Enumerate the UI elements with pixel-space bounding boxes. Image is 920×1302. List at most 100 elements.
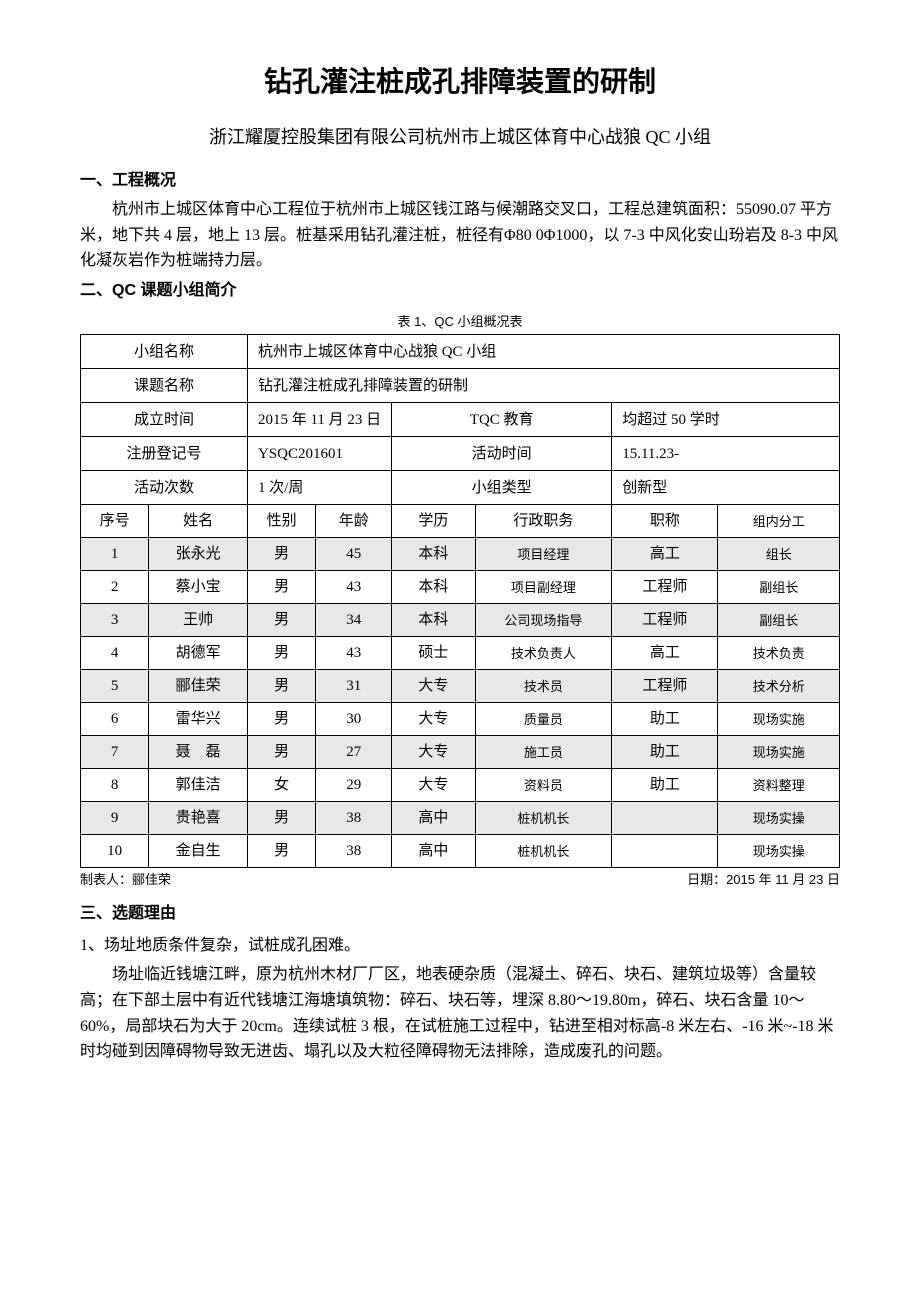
- table-row: 5郦佳荣男31大专技术员工程师技术分析: [81, 670, 840, 703]
- member-cell-title: 助工: [612, 703, 718, 736]
- member-cell-title: 工程师: [612, 604, 718, 637]
- table-row: 8郭佳洁女29大专资料员助工资料整理: [81, 769, 840, 802]
- member-cell-gender: 男: [247, 637, 315, 670]
- label-group-type: 小组类型: [392, 471, 612, 505]
- member-cell-role: 副组长: [718, 604, 840, 637]
- section-3-heading: 三、选题理由: [80, 901, 840, 927]
- label-activity-freq: 活动次数: [81, 471, 248, 505]
- table-row: 10金自生男38高中桩机机长现场实操: [81, 835, 840, 868]
- label-founded: 成立时间: [81, 403, 248, 437]
- value-activity-freq: 1 次/周: [247, 471, 391, 505]
- label-group-name: 小组名称: [81, 335, 248, 369]
- header-position: 行政职务: [475, 505, 612, 538]
- member-cell-edu: 本科: [392, 604, 475, 637]
- member-cell-role: 副组长: [718, 571, 840, 604]
- member-cell-no: 1: [81, 538, 149, 571]
- section-1-paragraph: 杭州市上城区体育中心工程位于杭州市上城区钱江路与候潮路交叉口，工程总建筑面积：5…: [80, 197, 840, 274]
- member-cell-role: 组长: [718, 538, 840, 571]
- table-row: 1张永光男45本科项目经理高工组长: [81, 538, 840, 571]
- member-cell-role: 现场实施: [718, 703, 840, 736]
- member-cell-edu: 硕士: [392, 637, 475, 670]
- member-cell-edu: 大专: [392, 769, 475, 802]
- member-cell-no: 8: [81, 769, 149, 802]
- table-row: 4胡德军男43硕士技术负责人高工技术负责: [81, 637, 840, 670]
- member-cell-gender: 男: [247, 571, 315, 604]
- member-cell-name: 雷华兴: [149, 703, 248, 736]
- member-cell-title: 高工: [612, 538, 718, 571]
- member-cell-name: 贵艳喜: [149, 802, 248, 835]
- member-cell-edu: 大专: [392, 670, 475, 703]
- member-cell-name: 王帅: [149, 604, 248, 637]
- member-cell-name: 郦佳荣: [149, 670, 248, 703]
- header-edu: 学历: [392, 505, 475, 538]
- member-cell-age: 43: [316, 571, 392, 604]
- member-cell-age: 29: [316, 769, 392, 802]
- member-cell-edu: 大专: [392, 703, 475, 736]
- member-cell-gender: 男: [247, 670, 315, 703]
- member-cell-no: 4: [81, 637, 149, 670]
- member-cell-title: 工程师: [612, 571, 718, 604]
- member-cell-age: 34: [316, 604, 392, 637]
- member-cell-gender: 男: [247, 538, 315, 571]
- header-name: 姓名: [149, 505, 248, 538]
- member-cell-title: [612, 802, 718, 835]
- table-row: 6雷华兴男30大专质量员助工现场实施: [81, 703, 840, 736]
- member-cell-role: 技术分析: [718, 670, 840, 703]
- member-cell-role: 现场实操: [718, 835, 840, 868]
- member-cell-edu: 本科: [392, 571, 475, 604]
- member-cell-position: 质量员: [475, 703, 612, 736]
- value-topic-name: 钻孔灌注桩成孔排障装置的研制: [247, 369, 839, 403]
- member-cell-age: 38: [316, 802, 392, 835]
- member-cell-position: 项目经理: [475, 538, 612, 571]
- table-row: 9贵艳喜男38高中桩机机长现场实操: [81, 802, 840, 835]
- member-cell-no: 6: [81, 703, 149, 736]
- section-2-heading: 二、QC 课题小组简介: [80, 278, 840, 304]
- table-footer: 制表人：郦佳荣 日期：2015 年 11 月 23 日: [80, 870, 840, 891]
- table-creator: 制表人：郦佳荣: [80, 870, 171, 891]
- label-reg-no: 注册登记号: [81, 437, 248, 471]
- member-cell-edu: 高中: [392, 802, 475, 835]
- table-row: 2蔡小宝男43本科项目副经理工程师副组长: [81, 571, 840, 604]
- member-cell-title: 高工: [612, 637, 718, 670]
- section-1-heading: 一、工程概况: [80, 168, 840, 194]
- document-title: 钻孔灌注桩成孔排障装置的研制: [80, 60, 840, 105]
- member-cell-position: 资料员: [475, 769, 612, 802]
- table-row: 3王帅男34本科公司现场指导工程师副组长: [81, 604, 840, 637]
- section-3-sub1: 1、场址地质条件复杂，试桩成孔困难。: [80, 933, 840, 959]
- member-cell-name: 郭佳洁: [149, 769, 248, 802]
- member-cell-gender: 男: [247, 736, 315, 769]
- member-cell-name: 胡德军: [149, 637, 248, 670]
- value-activity-time: 15.11.23-: [612, 437, 840, 471]
- member-cell-position: 桩机机长: [475, 802, 612, 835]
- member-cell-title: 工程师: [612, 670, 718, 703]
- value-tqc-edu: 均超过 50 学时: [612, 403, 840, 437]
- member-cell-name: 金自生: [149, 835, 248, 868]
- member-cell-role: 技术负责: [718, 637, 840, 670]
- member-cell-position: 桩机机长: [475, 835, 612, 868]
- member-cell-position: 技术负责人: [475, 637, 612, 670]
- member-cell-title: [612, 835, 718, 868]
- member-cell-position: 项目副经理: [475, 571, 612, 604]
- member-cell-edu: 大专: [392, 736, 475, 769]
- member-cell-position: 施工员: [475, 736, 612, 769]
- label-topic-name: 课题名称: [81, 369, 248, 403]
- member-cell-gender: 男: [247, 835, 315, 868]
- member-cell-gender: 男: [247, 802, 315, 835]
- member-cell-title: 助工: [612, 736, 718, 769]
- member-cell-no: 9: [81, 802, 149, 835]
- member-cell-no: 3: [81, 604, 149, 637]
- member-cell-no: 5: [81, 670, 149, 703]
- qc-group-table: 小组名称 杭州市上城区体育中心战狼 QC 小组 课题名称 钻孔灌注桩成孔排障装置…: [80, 334, 840, 868]
- member-cell-age: 45: [316, 538, 392, 571]
- member-header-row: 序号 姓名 性别 年龄 学历 行政职务 职称 组内分工: [81, 505, 840, 538]
- member-cell-age: 38: [316, 835, 392, 868]
- header-role: 组内分工: [718, 505, 840, 538]
- member-cell-no: 2: [81, 571, 149, 604]
- member-cell-age: 43: [316, 637, 392, 670]
- member-cell-edu: 高中: [392, 835, 475, 868]
- member-cell-name: 张永光: [149, 538, 248, 571]
- table-row: 成立时间 2015 年 11 月 23 日 TQC 教育 均超过 50 学时: [81, 403, 840, 437]
- table-row: 课题名称 钻孔灌注桩成孔排障装置的研制: [81, 369, 840, 403]
- member-cell-title: 助工: [612, 769, 718, 802]
- header-no: 序号: [81, 505, 149, 538]
